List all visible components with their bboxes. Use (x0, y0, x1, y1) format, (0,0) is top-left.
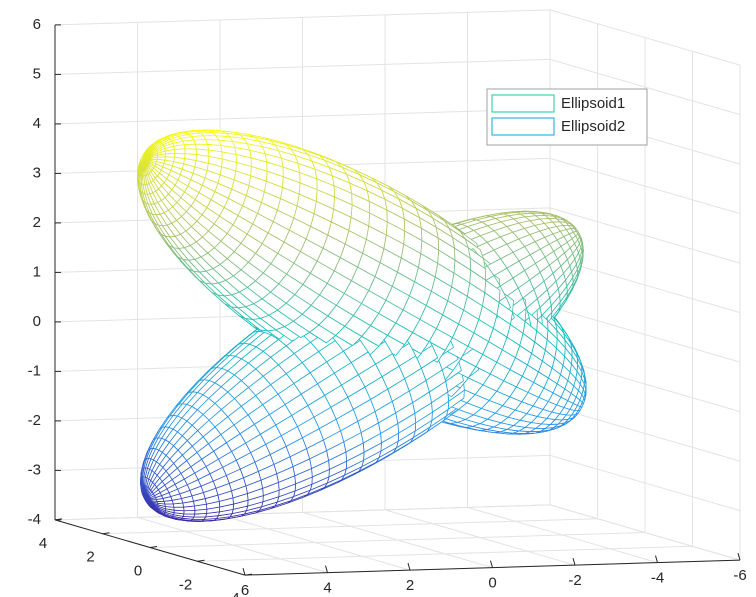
grid-line (197, 545, 693, 562)
x-tick (655, 555, 658, 563)
z-tick-label: 0 (33, 313, 41, 330)
y-tick (102, 532, 110, 535)
x-tick (737, 552, 741, 561)
z-tick-label: 3 (33, 164, 41, 181)
z-tick-label: -3 (28, 461, 41, 478)
z-tick-label: 1 (33, 263, 41, 280)
grid-line (549, 405, 741, 462)
grid-line (549, 157, 741, 215)
z-tick-label: 6 (33, 16, 41, 33)
grid-line (549, 207, 741, 264)
x-tick (242, 567, 246, 576)
y-tick-label: 0 (134, 562, 142, 579)
grid-line (549, 58, 741, 116)
mesh-cell (164, 503, 175, 508)
x-tick-label: 4 (323, 580, 331, 597)
grid-line (549, 256, 741, 314)
mesh-cell (173, 506, 185, 512)
x-tick-label: -2 (568, 572, 581, 589)
x-tick-label: -4 (651, 570, 664, 587)
x-tick (490, 560, 493, 568)
grid-line (102, 518, 598, 535)
grid-line (54, 58, 551, 75)
y-tick (54, 518, 63, 521)
mesh-cell (183, 143, 197, 150)
z-tick-label: 4 (33, 115, 41, 132)
mesh-cell (174, 148, 186, 154)
z-tick-label: 5 (33, 65, 41, 82)
grid-line (549, 454, 741, 512)
y-tick-label: -4 (226, 590, 239, 597)
x-tick-label: 0 (488, 575, 496, 592)
legend: Ellipsoid1 Ellipsoid2 (486, 88, 648, 146)
x-tick-label: -6 (733, 567, 746, 584)
y-tick-label: 4 (39, 535, 47, 552)
z-tick-label: -1 (28, 362, 41, 379)
z-tick-label: -4 (28, 511, 41, 528)
y-tick-label: -2 (179, 576, 192, 593)
mesh-cell (193, 139, 208, 145)
x-tick (407, 562, 411, 571)
x-tick (325, 565, 328, 573)
grid-line (549, 9, 741, 66)
legend-label: Ellipsoid2 (561, 118, 625, 135)
legend-swatch (491, 94, 555, 113)
z-tick-label: 2 (33, 214, 41, 231)
z-tick-label: -2 (28, 412, 41, 429)
mesh-cell (187, 179, 203, 194)
x-tick-label: 6 (241, 582, 249, 597)
grid-line (54, 9, 551, 26)
y-tick (244, 573, 253, 576)
y-tick (149, 546, 158, 548)
y-tick-label: 2 (86, 549, 94, 566)
y-tick (197, 559, 205, 562)
grid-line (149, 532, 646, 548)
grid-line (54, 108, 551, 125)
grid-line (549, 306, 741, 363)
x-tick-label: 2 (406, 577, 414, 594)
x-tick (572, 557, 576, 566)
grid-line (54, 504, 551, 521)
grid-line (549, 504, 741, 561)
legend-label: Ellipsoid1 (561, 95, 625, 112)
mesh-cell (201, 450, 219, 467)
legend-swatch (491, 117, 555, 136)
